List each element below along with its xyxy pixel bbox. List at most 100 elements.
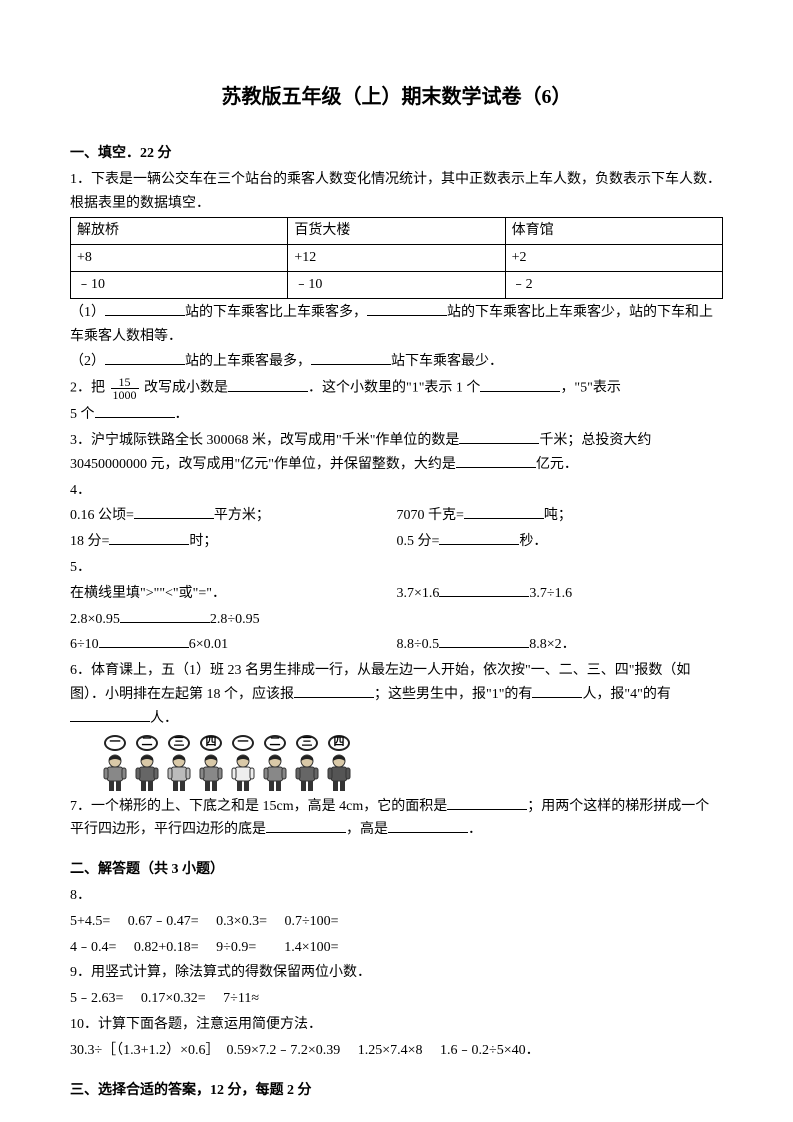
text: ，"5"表示 xyxy=(560,381,620,396)
text: 人，报"4"的有 xyxy=(582,687,670,702)
blank[interactable] xyxy=(464,505,544,519)
q2: 2．把 151000 改写成小数是．这个小数里的"1"表示 1 个，"5"表示 xyxy=(70,376,723,401)
blank[interactable] xyxy=(439,634,529,648)
page-title: 苏教版五年级（上）期末数学试卷（6） xyxy=(70,80,723,114)
section-2-head: 二、解答题（共 3 小题） xyxy=(70,858,723,882)
kid-icon xyxy=(229,753,257,793)
q5-head: 5． xyxy=(70,556,723,580)
blank[interactable] xyxy=(120,609,210,623)
blank[interactable] xyxy=(439,531,519,545)
text: 站的下车乘客比上车乘客多， xyxy=(185,305,367,320)
blank[interactable] xyxy=(266,819,346,833)
text: 改写成小数是 xyxy=(144,381,228,396)
blank[interactable] xyxy=(99,634,189,648)
kid-number-circle: 二 xyxy=(264,735,286,751)
kid-figure: 二 xyxy=(132,735,162,793)
blank[interactable] xyxy=(439,583,529,597)
text: 6÷10 xyxy=(70,637,99,652)
q8-row2: 4﹣0.4= 0.82+0.18= 9÷0.9= 1.4×100= xyxy=(70,936,723,960)
text: 吨； xyxy=(544,508,572,523)
kid-icon xyxy=(165,753,193,793)
blank[interactable] xyxy=(109,531,189,545)
q9-b: 5﹣2.63= 0.17×0.32= 7÷11≈ xyxy=(70,987,723,1011)
kid-icon xyxy=(293,753,321,793)
text: ． xyxy=(468,822,482,837)
cell: +12 xyxy=(288,245,505,272)
text: 站下车乘客最少． xyxy=(391,354,503,369)
q1-part2: （2） 站的上车乘客最多， 站下车乘客最少． xyxy=(70,350,723,374)
text: 人． xyxy=(150,711,178,726)
text: 5 个 xyxy=(70,407,95,422)
text: 7070 千克= xyxy=(397,508,464,523)
text: 2.8×0.95 xyxy=(70,612,120,627)
kid-icon xyxy=(197,753,225,793)
cell: ﹣2 xyxy=(505,271,722,298)
cell: ﹣10 xyxy=(71,271,288,298)
blank[interactable] xyxy=(70,708,150,722)
blank[interactable] xyxy=(311,351,391,365)
blank[interactable] xyxy=(459,430,539,444)
q9-a: 9．用竖式计算，除法算式的得数保留两位小数． xyxy=(70,961,723,985)
q2-cont: 5 个． xyxy=(70,403,723,427)
kid-number-circle: 三 xyxy=(168,735,190,751)
kid-figure: 四 xyxy=(324,735,354,793)
blank[interactable] xyxy=(367,302,447,316)
text: 3.7×1.6 xyxy=(397,586,440,601)
text: 平方米； xyxy=(214,508,270,523)
text: 7．一个梯形的上、下底之和是 15cm，高是 4cm，它的面积是 xyxy=(70,799,447,814)
fraction: 151000 xyxy=(111,376,139,401)
text: （1） xyxy=(70,305,105,320)
q4-row1: 0.16 公顷= 平方米； 7070 千克= 吨； xyxy=(70,504,723,528)
cell: +2 xyxy=(505,245,722,272)
kid-number-circle: 四 xyxy=(200,735,222,751)
blank[interactable] xyxy=(134,505,214,519)
cell: 解放桥 xyxy=(71,218,288,245)
blank[interactable] xyxy=(388,819,468,833)
kid-icon xyxy=(101,753,129,793)
q1-part1: （1）站的下车乘客比上车乘客多，站的下车乘客比上车乘客少，站的下车和上车乘客人数… xyxy=(70,301,723,349)
q8-head: 8． xyxy=(70,884,723,908)
text: 6×0.01 xyxy=(189,637,228,652)
kid-figure: 四 xyxy=(196,735,226,793)
q1-intro: 1．下表是一辆公交车在三个站台的乘客人数变化情况统计，其中正数表示上车人数，负数… xyxy=(70,168,723,216)
cell: +8 xyxy=(71,245,288,272)
text: ．这个小数里的"1"表示 1 个 xyxy=(308,381,480,396)
cell: 百货大楼 xyxy=(288,218,505,245)
blank[interactable] xyxy=(447,796,527,810)
text: 18 分= xyxy=(70,534,109,549)
text: 3．沪宁城际铁路全长 300068 米，改写成用"千米"作单位的数是 xyxy=(70,433,459,448)
text: ；这些男生中，报"1"的有 xyxy=(374,687,532,702)
blank[interactable] xyxy=(532,684,582,698)
cell: ﹣10 xyxy=(288,271,505,298)
blank[interactable] xyxy=(95,404,175,418)
kid-icon xyxy=(133,753,161,793)
kid-number-circle: 一 xyxy=(104,735,126,751)
q8-row1: 5+4.5= 0.67﹣0.47= 0.3×0.3= 0.7÷100= xyxy=(70,910,723,934)
kid-number-circle: 四 xyxy=(328,735,350,751)
text: 8.8÷0.5 xyxy=(397,637,440,652)
kid-figure: 一 xyxy=(228,735,258,793)
q5-row1: 2.8×0.952.8÷0.95 xyxy=(70,608,723,632)
blank[interactable] xyxy=(480,378,560,392)
kid-figure: 二 xyxy=(260,735,290,793)
blank[interactable] xyxy=(105,351,185,365)
blank[interactable] xyxy=(228,378,308,392)
text: 站的上车乘客最多， xyxy=(185,354,311,369)
q5-intro: 在横线里填">""<"或"="． xyxy=(70,582,397,606)
blank[interactable] xyxy=(105,302,185,316)
text: （2） xyxy=(70,354,105,369)
text: 亿元． xyxy=(536,457,578,472)
kid-number-circle: 一 xyxy=(232,735,254,751)
q5-row2: 6÷10 6×0.01 8.8÷0.5 8.8×2． xyxy=(70,633,723,657)
blank[interactable] xyxy=(456,454,536,468)
text: 3.7÷1.6 xyxy=(529,586,572,601)
kid-figure: 三 xyxy=(164,735,194,793)
text: 0.16 公顷= xyxy=(70,508,134,523)
cell: 体育馆 xyxy=(505,218,722,245)
q6: 6．体育课上，五（1）班 23 名男生排成一行，从最左边一人开始，依次按"一、二… xyxy=(70,659,723,730)
kid-figure: 三 xyxy=(292,735,322,793)
text: 8.8×2． xyxy=(529,637,575,652)
q5-row-top: 在横线里填">""<"或"="． 3.7×1.6 3.7÷1.6 xyxy=(70,582,723,608)
text: 站的下车乘客比上车乘客少， xyxy=(447,305,629,320)
blank[interactable] xyxy=(294,684,374,698)
